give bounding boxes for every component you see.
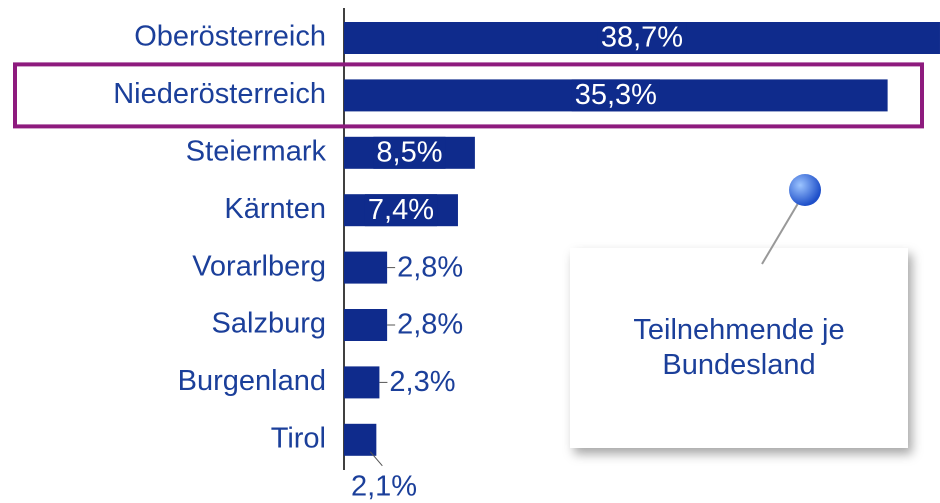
category-label: Tirol xyxy=(271,422,326,454)
category-label: Vorarlberg xyxy=(192,250,326,282)
value-label-bg xyxy=(571,79,660,112)
value-label: 35,3% xyxy=(575,79,657,111)
category-label: Salzburg xyxy=(212,308,326,340)
value-label: 2,1% xyxy=(351,470,417,502)
category-label: Niederösterreich xyxy=(113,78,326,110)
bar xyxy=(344,423,377,456)
leader-line xyxy=(369,451,383,467)
value-label: 2,3% xyxy=(389,366,455,398)
value-label-bg xyxy=(373,136,446,169)
value-label-bg xyxy=(364,194,438,227)
value-label: 7,4% xyxy=(368,194,434,226)
category-label: Oberösterreich xyxy=(134,21,326,53)
bar xyxy=(344,366,380,399)
value-label: 2,8% xyxy=(397,251,463,283)
category-label: Steiermark xyxy=(186,135,327,167)
bar xyxy=(344,309,388,341)
highlight-box xyxy=(13,62,924,129)
category-label: Kärnten xyxy=(224,193,326,225)
annotation-note: Teilnehmende je Bundesland xyxy=(570,248,908,448)
value-label-bg xyxy=(597,22,687,54)
value-label: 8,5% xyxy=(376,136,442,168)
value-label: 38,7% xyxy=(601,22,683,54)
bar xyxy=(344,251,388,284)
category-label: Burgenland xyxy=(178,365,326,397)
value-label: 2,8% xyxy=(397,309,463,341)
